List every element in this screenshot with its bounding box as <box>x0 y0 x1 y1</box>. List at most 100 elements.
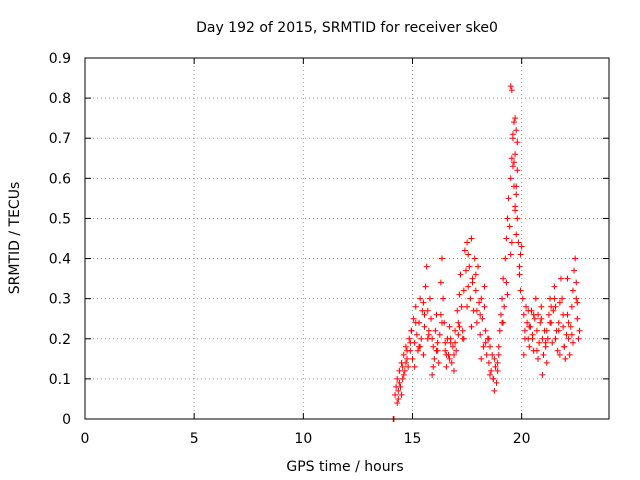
data-point <box>506 223 513 230</box>
data-point <box>530 311 537 318</box>
data-point <box>397 383 404 390</box>
data-point <box>396 379 403 386</box>
y-tick-label: 0.7 <box>49 131 71 147</box>
data-point <box>408 327 415 334</box>
data-point <box>417 343 424 350</box>
data-point <box>423 263 430 270</box>
data-point <box>536 339 543 346</box>
data-point <box>575 335 582 342</box>
data-point <box>574 299 581 306</box>
data-point <box>508 239 515 246</box>
data-point <box>533 327 540 334</box>
data-point <box>493 379 500 386</box>
x-axis-label: GPS time / hours <box>286 459 403 475</box>
data-point <box>410 315 417 322</box>
y-tick-label: 0.2 <box>49 332 71 348</box>
data-point <box>503 279 510 286</box>
data-point <box>513 231 520 238</box>
data-point <box>508 155 515 162</box>
data-point <box>507 83 514 90</box>
data-point <box>437 311 444 318</box>
data-point <box>452 327 459 334</box>
data-point <box>431 355 438 362</box>
data-point <box>504 291 511 298</box>
data-point <box>419 307 426 314</box>
data-point <box>438 255 445 262</box>
data-point <box>521 335 528 342</box>
y-tick-label: 0.3 <box>49 292 71 308</box>
x-tick-label: 0 <box>81 431 90 447</box>
data-point <box>550 307 557 314</box>
data-point <box>542 339 549 346</box>
data-point <box>551 295 558 302</box>
data-point <box>503 235 510 242</box>
data-point <box>454 307 461 314</box>
data-point <box>442 339 449 346</box>
data-point <box>500 275 507 282</box>
data-point <box>485 335 492 342</box>
data-point <box>465 283 472 290</box>
data-point <box>574 315 581 322</box>
data-point <box>489 351 496 358</box>
data-point <box>543 359 550 366</box>
data-point <box>466 263 473 270</box>
data-point <box>545 311 552 318</box>
data-point <box>434 339 441 346</box>
data-point <box>529 335 536 342</box>
data-point <box>526 343 533 350</box>
x-tick-label: 5 <box>190 431 199 447</box>
data-point <box>430 363 437 370</box>
data-point <box>573 295 580 302</box>
data-point <box>404 355 411 362</box>
data-point <box>495 351 502 358</box>
data-point <box>513 127 520 134</box>
data-point <box>505 195 512 202</box>
data-point <box>509 163 516 170</box>
data-point <box>521 327 528 334</box>
data-point <box>462 267 469 274</box>
data-point <box>407 339 414 346</box>
data-point <box>438 319 445 326</box>
data-point <box>500 319 507 326</box>
data-point <box>421 323 428 330</box>
data-point <box>422 283 429 290</box>
data-point <box>569 339 576 346</box>
data-point <box>481 303 488 310</box>
y-tick-label: 0 <box>62 412 71 428</box>
y-tick-label: 0.9 <box>49 51 71 67</box>
data-point <box>516 263 523 270</box>
data-point <box>524 319 531 326</box>
data-point <box>465 251 472 258</box>
data-point <box>544 335 551 342</box>
data-point <box>479 315 486 322</box>
data-point <box>411 363 418 370</box>
data-point <box>560 311 567 318</box>
y-tick-label: 0.6 <box>49 171 71 187</box>
data-point <box>477 311 484 318</box>
data-point <box>417 295 424 302</box>
data-point <box>563 331 570 338</box>
data-point <box>508 87 515 94</box>
data-point <box>569 287 576 294</box>
data-point <box>554 347 561 354</box>
data-point <box>472 271 479 278</box>
data-point <box>567 323 574 330</box>
data-point <box>514 167 521 174</box>
data-point <box>499 295 506 302</box>
data-point <box>464 303 471 310</box>
data-point <box>435 359 442 366</box>
data-point <box>471 255 478 262</box>
data-point <box>424 307 431 314</box>
data-point <box>488 367 495 374</box>
x-tick-label: 10 <box>294 431 312 447</box>
data-point <box>476 299 483 306</box>
data-point <box>507 175 514 182</box>
data-point <box>401 367 408 374</box>
data-point <box>448 359 455 366</box>
data-point <box>400 371 407 378</box>
data-point <box>512 151 519 158</box>
data-point <box>533 347 540 354</box>
data-point <box>396 367 403 374</box>
data-point <box>477 331 484 338</box>
data-point <box>538 315 545 322</box>
